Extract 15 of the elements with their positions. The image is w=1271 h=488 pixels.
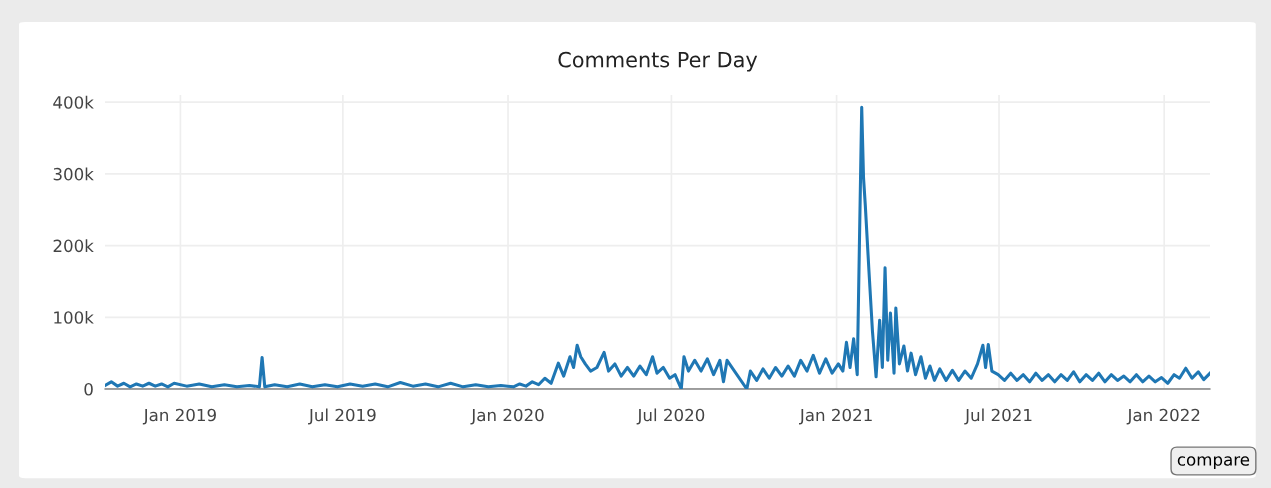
line-series: [105, 105, 1210, 389]
text: compare: [1177, 456, 1250, 470]
y-tick-label: 0: [84, 382, 93, 396]
y-tick-label: 400k: [53, 95, 94, 109]
x-tick-label: Jan 2021: [799, 408, 872, 425]
chart-title: Comments Per Day: [558, 51, 758, 72]
x-tick-label: Jan 2019: [142, 408, 216, 425]
y-tick-label: 300k: [53, 167, 94, 181]
y-tick-label: 200k: [53, 239, 94, 253]
x-tick-label: Jul 2021: [964, 408, 1032, 425]
x-tick-label: Jul 2019: [308, 408, 376, 425]
y-tick-label: 100k: [54, 310, 94, 324]
x-tick-label: Jan 2020: [470, 408, 544, 425]
x-tick-label: Jan 2022: [1126, 408, 1200, 425]
x-tick-label: Jul 2020: [636, 408, 705, 425]
